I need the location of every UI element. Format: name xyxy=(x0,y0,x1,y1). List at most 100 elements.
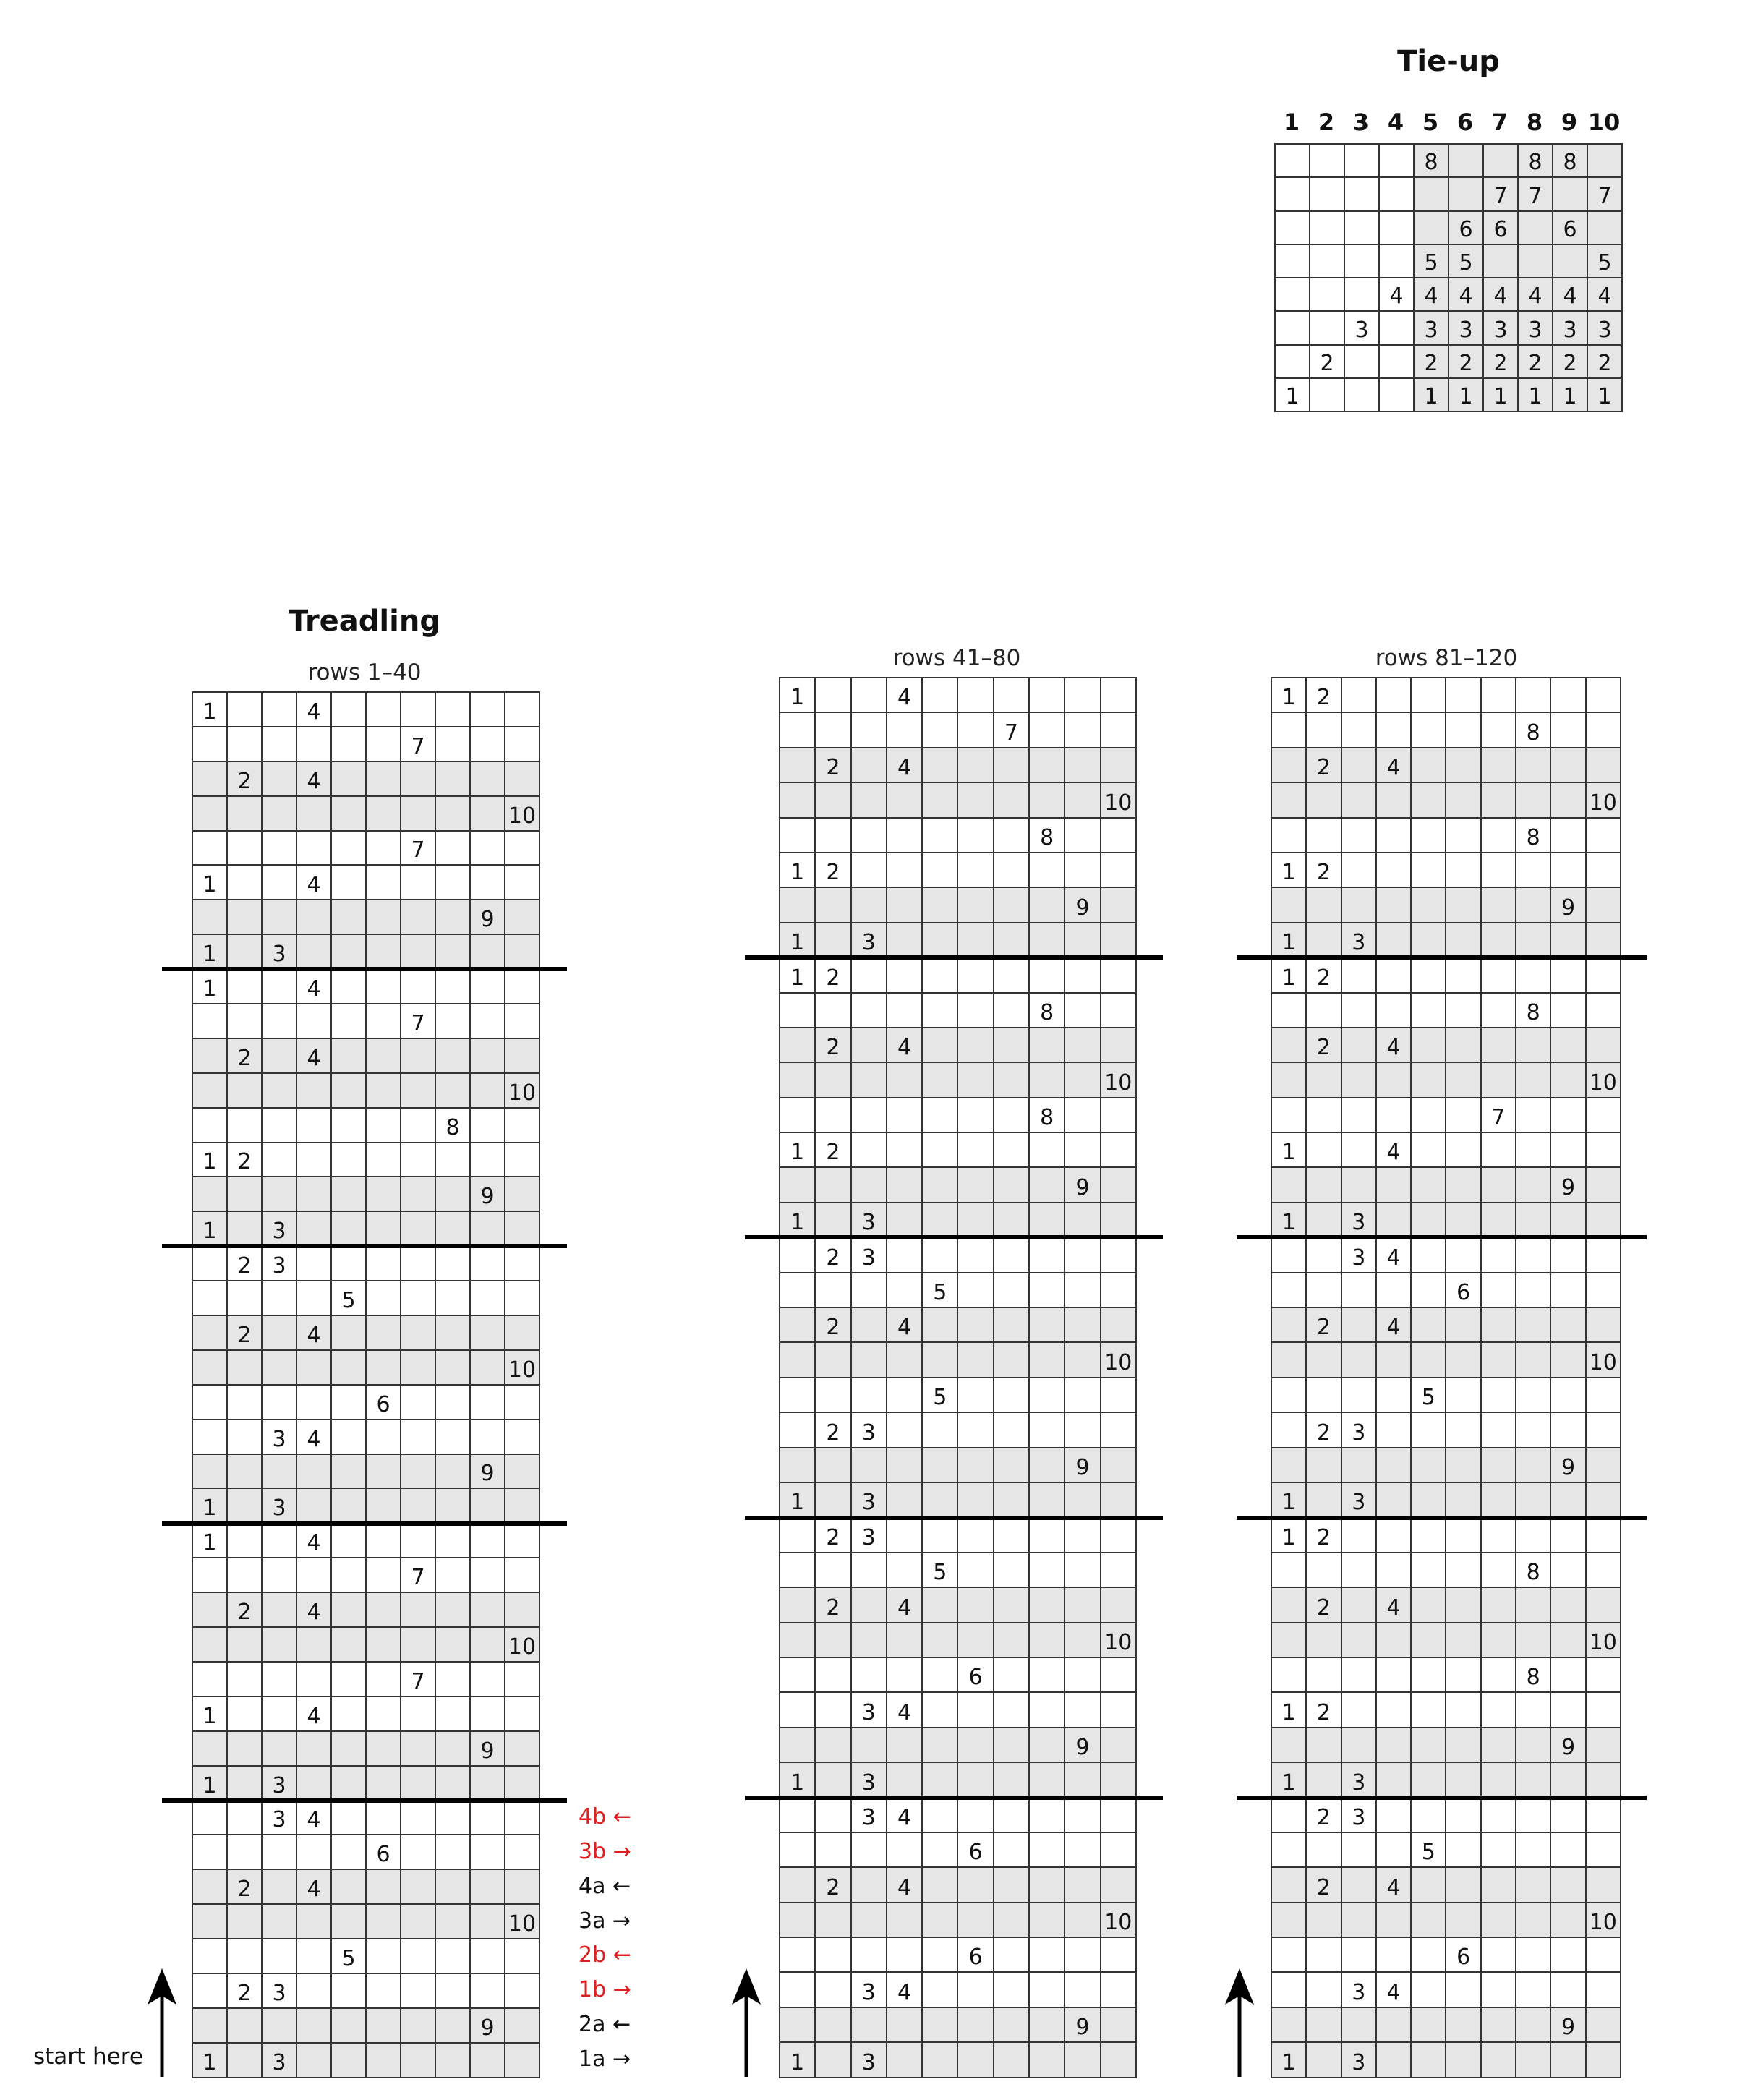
treadling-cell: 4 xyxy=(1376,1133,1412,1169)
tieup-cell xyxy=(1345,145,1380,179)
treadling-cell xyxy=(1307,1273,1342,1309)
treadling-cell: 2 xyxy=(1307,1308,1342,1344)
treadling-cell xyxy=(780,1063,816,1098)
treadling-cell xyxy=(367,2008,401,2044)
tieup-cell: 4 xyxy=(1588,278,1623,312)
treadling-cell xyxy=(1376,1063,1412,1098)
treadling-cell xyxy=(887,1903,923,1939)
treadling-row: 8 xyxy=(1272,713,1621,748)
treadling-cell xyxy=(1307,1623,1342,1658)
treadling-cell xyxy=(228,1766,263,1801)
treadling-row: 8 xyxy=(780,1098,1137,1134)
treadling-cell xyxy=(1412,818,1447,853)
treadling-cell: 8 xyxy=(1516,993,1552,1028)
treadling-cell: 9 xyxy=(471,1177,505,1213)
treadling-cell xyxy=(1551,713,1587,748)
treadling-cell xyxy=(1412,748,1447,784)
treadling-cell xyxy=(228,1558,263,1594)
treadling-cell xyxy=(1412,1448,1447,1483)
treadling-cell xyxy=(958,1868,994,1903)
treadling-row: 9 xyxy=(193,2008,540,2044)
treadling-cell xyxy=(1481,1938,1517,1973)
treadling-cell xyxy=(471,1143,505,1178)
tieup-cell: 7 xyxy=(1484,178,1519,212)
treadling-cell xyxy=(1376,1553,1412,1589)
treadling-cell xyxy=(193,2008,228,2044)
treadling-cell xyxy=(1551,1238,1587,1273)
treadling-cell xyxy=(193,727,228,762)
treadling-cell xyxy=(1446,1657,1482,1694)
treadling-cell xyxy=(780,1518,816,1553)
treadling-cell: 7 xyxy=(994,713,1031,748)
treadling-cell xyxy=(1412,1553,1447,1589)
treadling-cell xyxy=(1481,1553,1517,1589)
treadling-cell xyxy=(1101,1098,1137,1134)
treadling-cell: 2 xyxy=(816,748,852,784)
treadling-cell xyxy=(1030,2007,1066,2044)
treadling-cell: 6 xyxy=(958,1832,994,1869)
tieup-cell xyxy=(1519,244,1553,279)
treadling-cell: 5 xyxy=(923,1273,959,1309)
treadling-cell xyxy=(228,1350,263,1386)
treadling-cell: 3 xyxy=(1341,1238,1377,1273)
treadling-cell xyxy=(994,2007,1031,2044)
treadling-cell xyxy=(1516,1308,1552,1344)
treadling-cell xyxy=(1481,2043,1517,2078)
treadling-cell: 3 xyxy=(263,1212,297,1247)
treadling-cell xyxy=(193,761,228,797)
treadling-row: 10 xyxy=(1272,1903,1621,1939)
treadling-cell xyxy=(958,1798,994,1833)
treadling-cell xyxy=(505,831,540,866)
treadling-cell xyxy=(1551,1938,1587,1973)
treadling-cell xyxy=(1412,1693,1447,1728)
treadling-cell xyxy=(401,1177,436,1213)
treadling-cell: 2 xyxy=(816,1028,852,1064)
treadling-cell xyxy=(1065,923,1101,959)
treadling-cell xyxy=(1307,1903,1342,1939)
treadling-cell xyxy=(1586,713,1621,748)
treadling-cell xyxy=(228,1281,263,1317)
treadling-cell xyxy=(958,1273,994,1309)
treadling-cell: 2 xyxy=(228,1973,263,2009)
treadling-cell xyxy=(263,1939,297,1974)
treadling-cell xyxy=(471,1004,505,1039)
treadling-cell xyxy=(816,993,852,1028)
treadling-cell xyxy=(1272,1938,1307,1973)
tieup-cell: 7 xyxy=(1588,178,1623,212)
treadling-cell xyxy=(436,693,471,727)
treadling-cell xyxy=(1412,1308,1447,1344)
treadling-cell xyxy=(1101,1798,1137,1833)
treadling-cell xyxy=(505,1038,540,1074)
arrow-left-icon: ← xyxy=(613,1804,631,1830)
treadling-cell xyxy=(994,1553,1031,1589)
treadling-cell xyxy=(923,1448,959,1483)
tieup-cell: 2 xyxy=(1415,345,1449,380)
treadling-cell xyxy=(193,1350,228,1386)
treadling-cell xyxy=(1412,1868,1447,1903)
treadling-cell: 4 xyxy=(297,1316,332,1351)
treadling-cell xyxy=(1516,1482,1552,1519)
treadling-cell xyxy=(1307,1763,1342,1798)
treadling-cell xyxy=(1481,1518,1517,1553)
treadling-cell xyxy=(1551,678,1587,714)
treadling-cell xyxy=(193,1385,228,1420)
treadling-cell xyxy=(1586,1973,1621,2008)
treadling-cell xyxy=(1446,923,1482,959)
treadling-cell xyxy=(193,1973,228,2009)
treadling-cell xyxy=(1412,1482,1447,1519)
treadling-cell xyxy=(193,1004,228,1039)
treadling-cell xyxy=(780,1728,816,1764)
treadling-cell xyxy=(297,727,332,762)
treadling-cell xyxy=(471,693,505,727)
tieup-cell: 2 xyxy=(1484,345,1519,380)
treadling-cell xyxy=(505,1662,540,1697)
treadling-cell xyxy=(994,1238,1031,1273)
treadling-cell xyxy=(958,2043,994,2078)
treadling-cell xyxy=(1376,2043,1412,2078)
treadling-cell xyxy=(1341,888,1377,923)
